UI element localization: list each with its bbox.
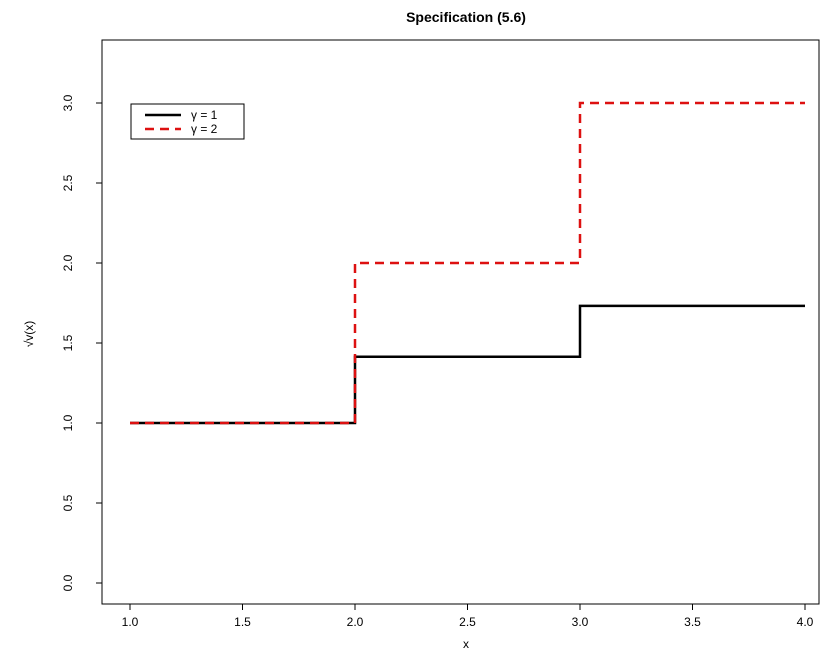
x-tick-label: 1.5 bbox=[234, 615, 251, 629]
y-tick-label: 2.0 bbox=[61, 254, 75, 271]
x-tick-label: 3.0 bbox=[572, 615, 589, 629]
y-axis: 0.0 0.5 1.0 1.5 2.0 2.5 3.0 bbox=[61, 94, 103, 591]
y-tick-label: 0.5 bbox=[61, 494, 75, 511]
x-axis: 1.0 1.5 2.0 2.5 3.0 3.5 4.0 bbox=[122, 603, 814, 629]
series-line-2 bbox=[130, 101, 805, 425]
x-tick-label: 2.5 bbox=[459, 615, 476, 629]
x-axis-label: x bbox=[463, 637, 469, 649]
y-tick-label: 1.0 bbox=[61, 414, 75, 431]
y-tick-label: 3.0 bbox=[61, 94, 75, 111]
x-tick-label: 1.0 bbox=[122, 615, 139, 629]
x-tick-label: 3.5 bbox=[684, 615, 701, 629]
y-tick-label: 2.5 bbox=[61, 174, 75, 191]
y-tick-label: 1.5 bbox=[61, 334, 75, 351]
chart-title: Specification (5.6) bbox=[406, 9, 526, 25]
series-layer bbox=[130, 101, 805, 425]
legend-label-1: γ = 1 bbox=[191, 108, 218, 122]
legend: γ = 1γ = 2 bbox=[130, 103, 245, 140]
y-tick-label: 0.0 bbox=[61, 574, 75, 591]
legend-box bbox=[130, 103, 245, 140]
series-line-1 bbox=[130, 304, 805, 425]
legend-label-2: γ = 2 bbox=[191, 122, 218, 136]
x-tick-label: 2.0 bbox=[347, 615, 364, 629]
x-tick-label: 4.0 bbox=[797, 615, 814, 629]
y-axis-label: √v(x) bbox=[22, 321, 36, 348]
